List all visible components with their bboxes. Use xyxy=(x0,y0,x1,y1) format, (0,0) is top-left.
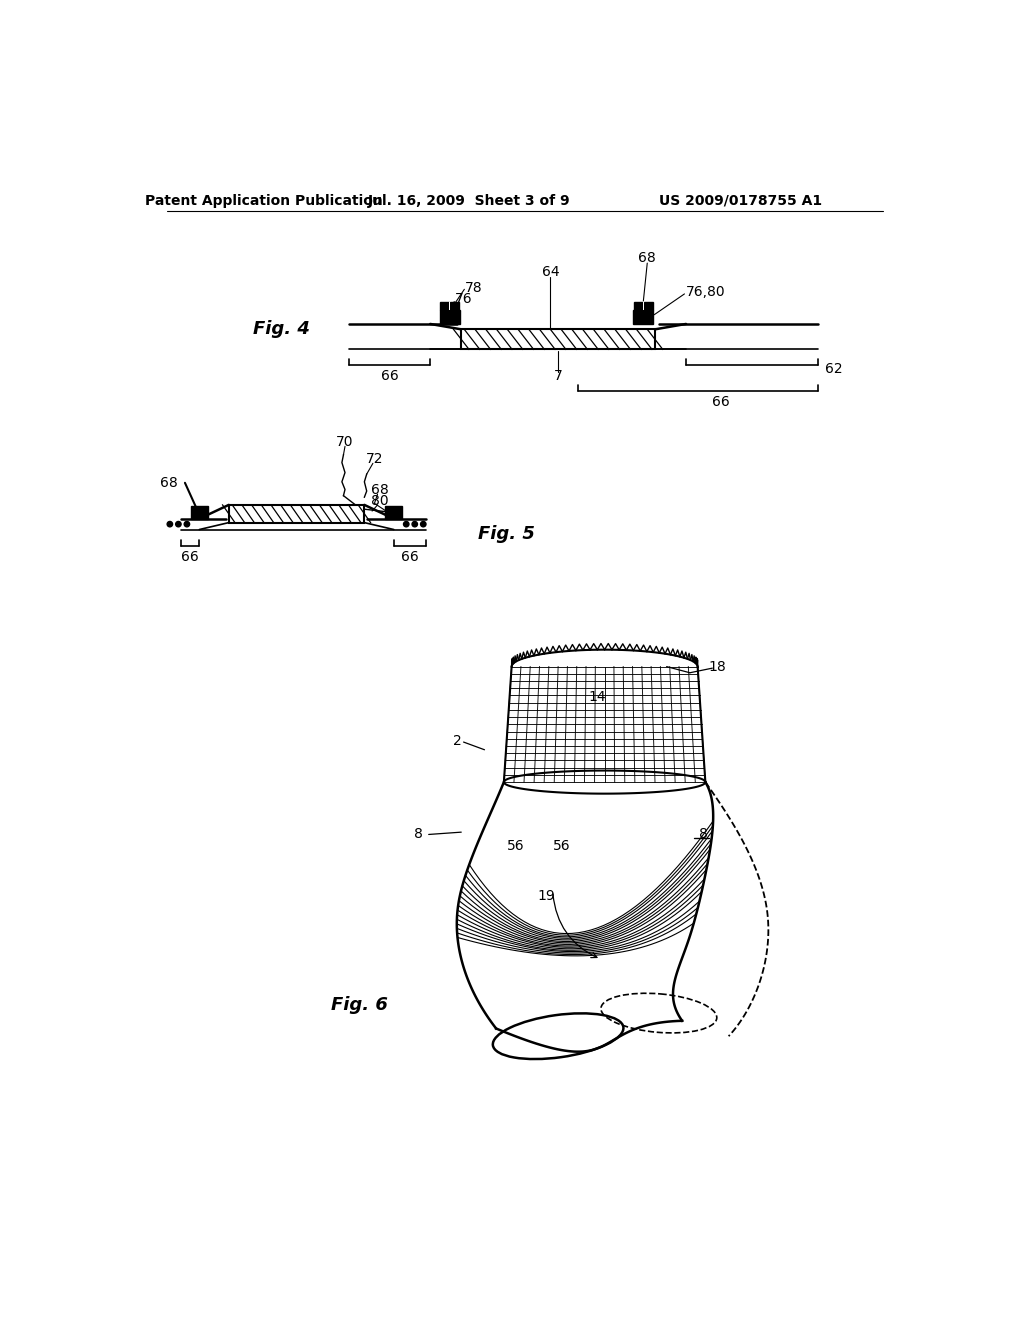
Text: 8: 8 xyxy=(698,828,708,841)
Circle shape xyxy=(167,521,173,527)
Bar xyxy=(228,506,365,523)
Text: 66: 66 xyxy=(181,550,199,564)
Circle shape xyxy=(184,521,189,527)
Circle shape xyxy=(412,521,418,527)
Text: Fig. 6: Fig. 6 xyxy=(331,997,387,1014)
Text: 72: 72 xyxy=(366,451,383,466)
Text: Patent Application Publication: Patent Application Publication xyxy=(144,194,383,207)
Text: Fig. 4: Fig. 4 xyxy=(253,321,310,338)
Text: 68: 68 xyxy=(371,483,389,496)
Bar xyxy=(385,507,402,519)
Bar xyxy=(633,310,653,323)
Text: 56: 56 xyxy=(507,840,524,853)
Text: 68: 68 xyxy=(638,252,656,265)
Text: 19: 19 xyxy=(538,890,555,903)
Bar xyxy=(440,302,449,310)
Text: 18: 18 xyxy=(709,660,726,673)
Text: 78: 78 xyxy=(465,281,482,294)
Text: 64: 64 xyxy=(542,265,559,280)
Text: 76,80: 76,80 xyxy=(686,285,726,298)
Circle shape xyxy=(403,521,409,527)
Text: 70: 70 xyxy=(336,434,353,449)
Text: 2: 2 xyxy=(453,734,462,747)
Text: 62: 62 xyxy=(825,362,843,376)
Text: 68: 68 xyxy=(160,477,177,490)
Text: 80: 80 xyxy=(371,494,389,508)
Text: 8: 8 xyxy=(414,828,423,841)
Bar xyxy=(449,302,451,310)
Bar xyxy=(461,330,655,350)
Text: Jul. 16, 2009  Sheet 3 of 9: Jul. 16, 2009 Sheet 3 of 9 xyxy=(368,194,570,207)
Text: 66: 66 xyxy=(401,550,419,564)
Text: 66: 66 xyxy=(381,370,398,383)
Bar xyxy=(439,310,460,323)
Text: 14: 14 xyxy=(588,690,605,705)
Text: 56: 56 xyxy=(553,840,570,853)
Text: Fig. 5: Fig. 5 xyxy=(478,525,535,543)
Circle shape xyxy=(176,521,181,527)
Bar xyxy=(634,302,643,310)
Text: 7: 7 xyxy=(554,370,562,383)
Bar xyxy=(643,302,644,310)
Bar xyxy=(644,302,652,310)
Text: US 2009/0178755 A1: US 2009/0178755 A1 xyxy=(658,194,822,207)
Text: 76: 76 xyxy=(455,292,473,306)
Bar xyxy=(190,507,208,519)
Circle shape xyxy=(421,521,426,527)
Bar xyxy=(451,302,459,310)
Text: 66: 66 xyxy=(712,396,730,409)
